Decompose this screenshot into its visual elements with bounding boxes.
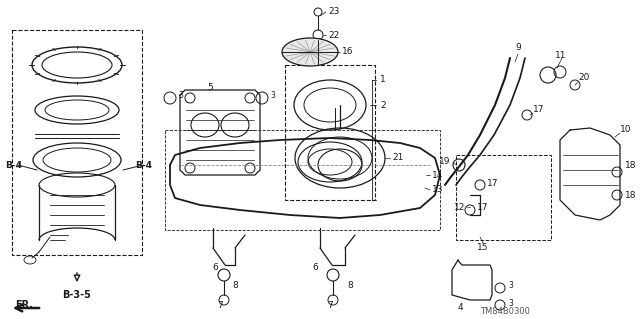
Text: 21: 21 — [392, 153, 403, 162]
Text: 4: 4 — [457, 303, 463, 313]
Text: 1: 1 — [380, 76, 386, 85]
Text: 3: 3 — [270, 92, 275, 100]
Text: 18: 18 — [625, 190, 637, 199]
Text: FR.: FR. — [15, 300, 33, 310]
Bar — [12, 30, 142, 255]
Bar — [165, 130, 440, 230]
Text: 15: 15 — [477, 242, 489, 251]
Text: 3: 3 — [508, 281, 513, 291]
Text: 5: 5 — [207, 84, 213, 93]
Text: 9: 9 — [515, 43, 521, 53]
Text: B-4: B-4 — [135, 160, 152, 169]
Text: 23: 23 — [328, 8, 339, 17]
Text: 7: 7 — [327, 300, 333, 309]
Text: 17: 17 — [533, 106, 545, 115]
Text: 17: 17 — [487, 179, 499, 188]
Text: 7: 7 — [217, 300, 223, 309]
Text: 10: 10 — [620, 125, 632, 135]
Text: 8: 8 — [232, 280, 237, 290]
Text: 18: 18 — [625, 160, 637, 169]
Text: 3: 3 — [508, 299, 513, 308]
Text: 2: 2 — [380, 100, 386, 109]
Text: 12: 12 — [454, 203, 465, 211]
Text: 13: 13 — [432, 186, 444, 195]
Text: 19: 19 — [438, 158, 450, 167]
Bar — [456, 155, 551, 240]
Text: 11: 11 — [555, 50, 566, 60]
Text: 20: 20 — [578, 73, 589, 83]
Text: 6: 6 — [212, 263, 218, 272]
Text: 17: 17 — [477, 203, 488, 211]
Ellipse shape — [282, 38, 338, 66]
Text: 8: 8 — [347, 280, 353, 290]
Text: 3: 3 — [178, 92, 183, 100]
Bar — [285, 65, 375, 200]
Text: 22: 22 — [328, 31, 339, 40]
Text: 14: 14 — [432, 170, 444, 180]
Text: TM84B0300: TM84B0300 — [480, 308, 530, 316]
Text: B-3-5: B-3-5 — [63, 290, 92, 300]
Text: 6: 6 — [312, 263, 318, 272]
Text: B-4: B-4 — [5, 160, 22, 169]
Text: 16: 16 — [342, 48, 353, 56]
